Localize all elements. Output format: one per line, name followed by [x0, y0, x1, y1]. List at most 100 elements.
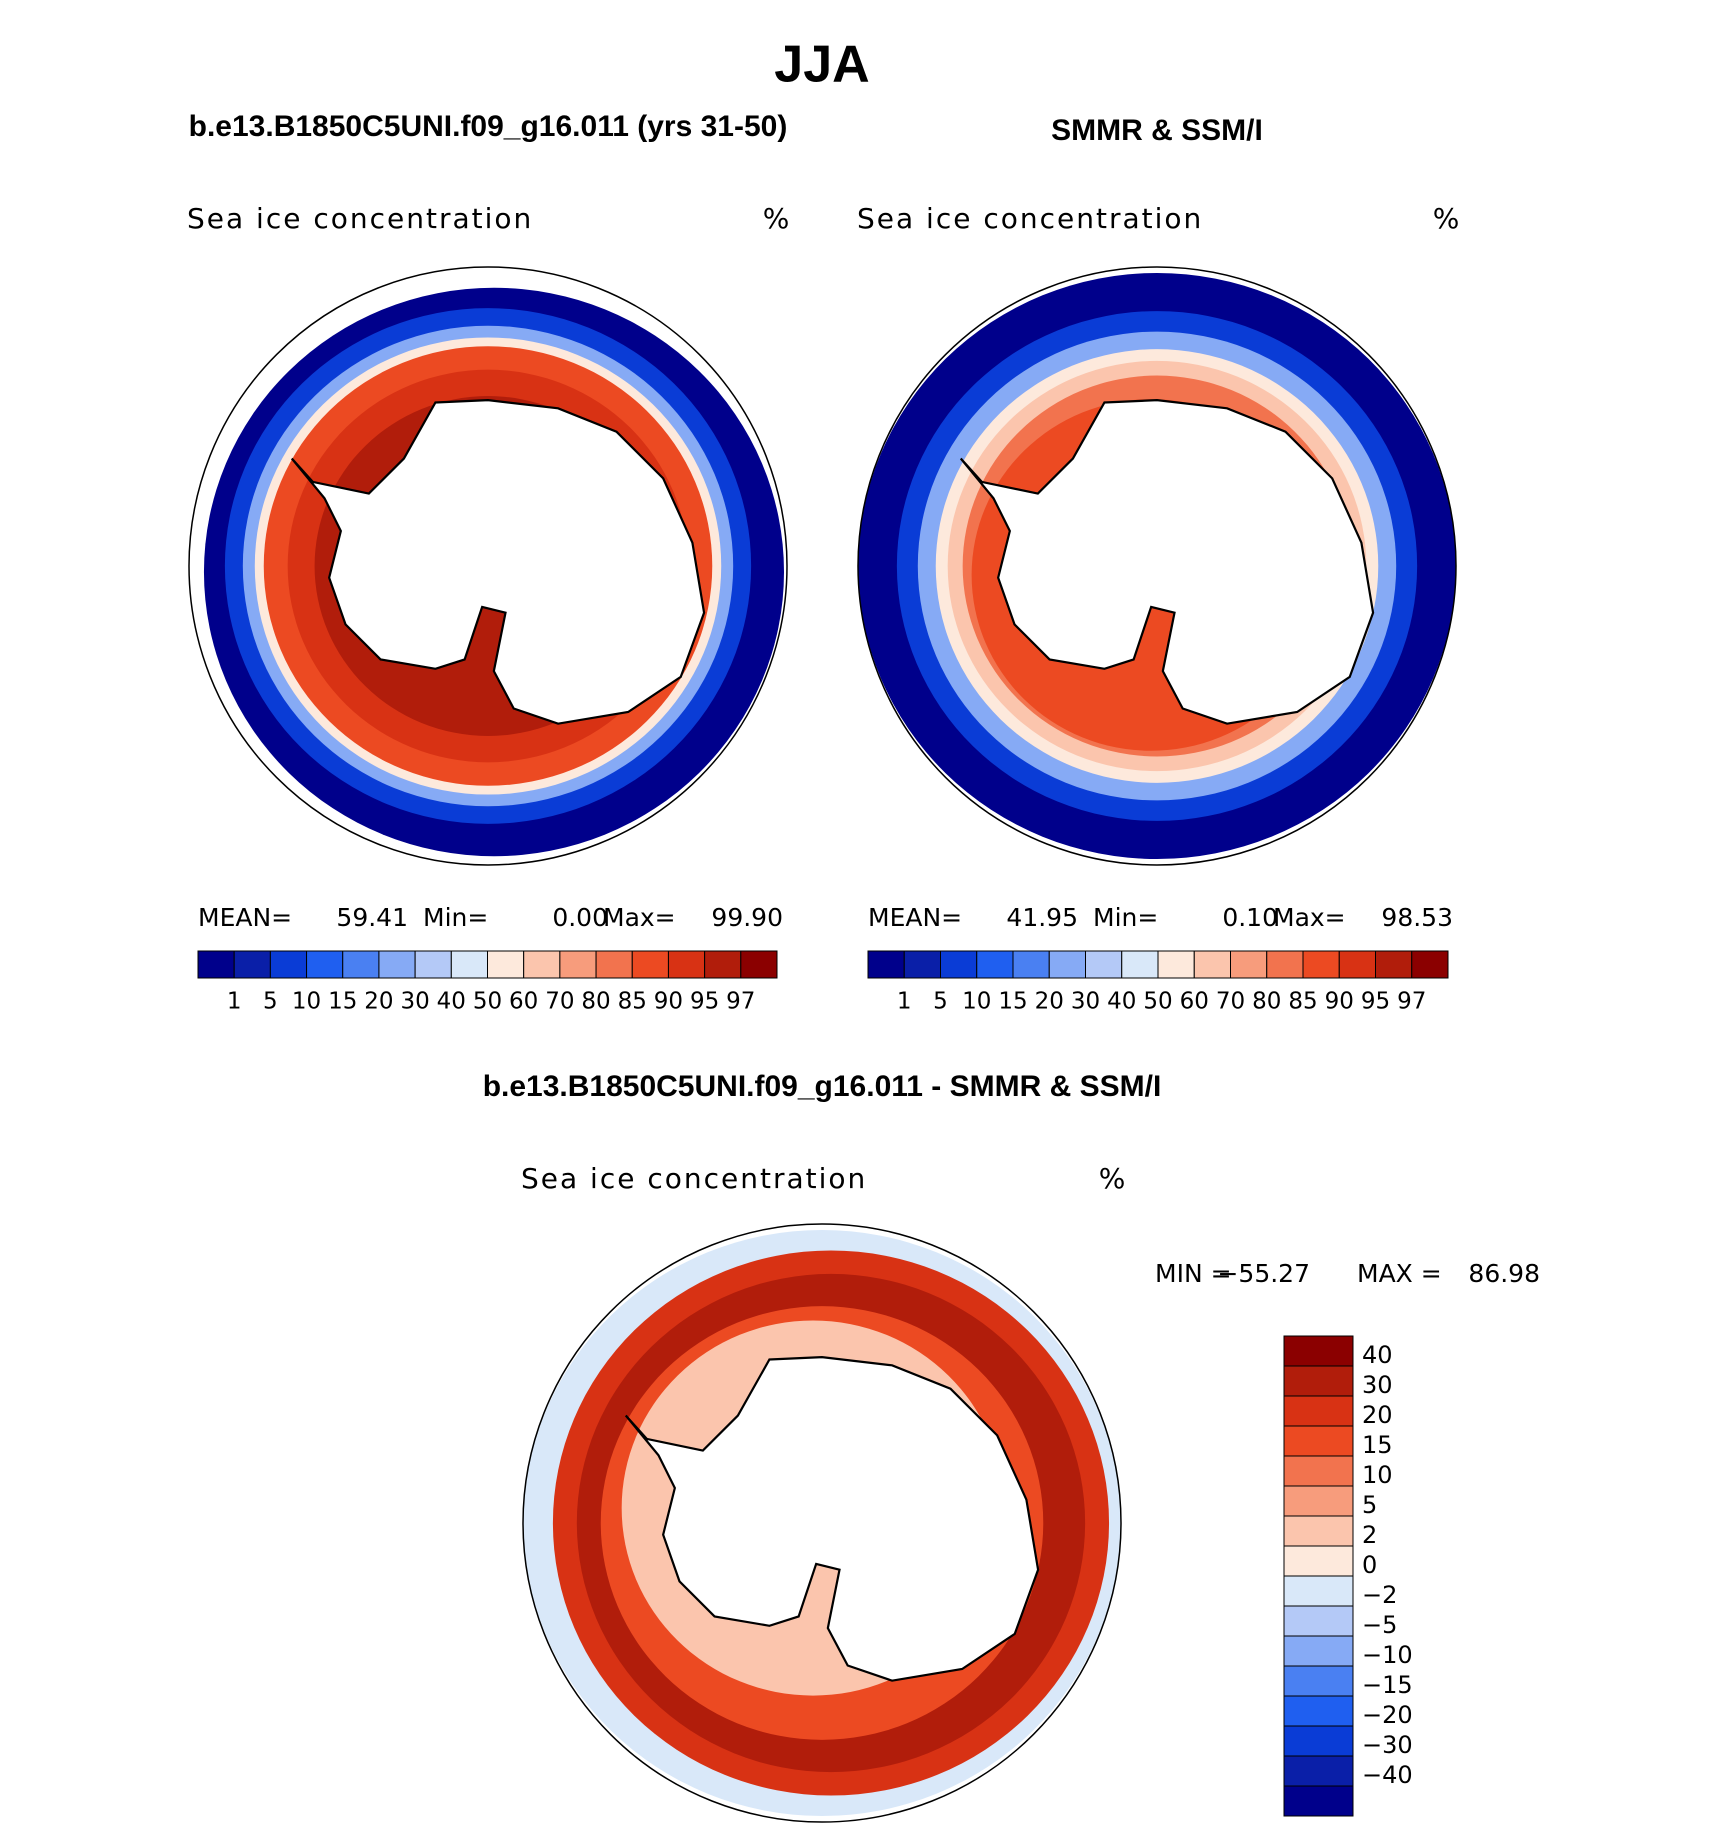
colorbar-box — [1283, 1365, 1354, 1397]
colorbar-box — [1266, 950, 1304, 979]
colorbar-label: 80 — [1252, 989, 1281, 1015]
colorbar-box — [704, 950, 742, 979]
subtitle: b.e13.B1850C5UNI.f09_g16.011 - SMMR & SS… — [483, 1070, 1162, 1103]
colorbar-box — [1283, 1695, 1354, 1727]
colorbar-label: 5 — [263, 989, 278, 1015]
colorbar-label: 60 — [1180, 989, 1209, 1015]
colorbar-box — [559, 950, 597, 979]
colorbar-box — [1193, 950, 1231, 979]
colorbar-label: 30 — [1362, 1371, 1393, 1399]
map — [523, 1224, 1121, 1822]
colorbar-box — [342, 950, 380, 979]
colorbar-label: 70 — [545, 989, 574, 1015]
colorbar-label: 10 — [292, 989, 321, 1015]
colorbar-label: 20 — [1035, 989, 1064, 1015]
colorbar-label: 50 — [473, 989, 502, 1015]
colorbar-box — [1085, 950, 1123, 979]
map — [858, 267, 1456, 865]
stat: 99.90 — [711, 903, 783, 932]
colorbar-label: 70 — [1216, 989, 1245, 1015]
stat: 0.00 — [552, 903, 608, 932]
stat: 0.10 — [1222, 903, 1278, 932]
colorbar-box — [631, 950, 669, 979]
stat: Min= — [1093, 903, 1158, 932]
colorbar-box — [306, 950, 344, 979]
colorbar-box — [1283, 1545, 1354, 1577]
colorbar-box — [1283, 1425, 1354, 1457]
colorbar-box — [269, 950, 308, 979]
colorbar-box — [1283, 1335, 1354, 1367]
map — [189, 267, 787, 865]
colorbar-label: −30 — [1362, 1731, 1413, 1759]
colorbar-box — [487, 950, 525, 979]
colorbar-label: 20 — [364, 989, 393, 1015]
unit: % — [1099, 1162, 1126, 1195]
colorbar-label: 40 — [1362, 1341, 1393, 1369]
colorbar-label: 15 — [1362, 1431, 1393, 1459]
colorbar-label: 1 — [897, 989, 912, 1015]
colorbar-label: 85 — [618, 989, 647, 1015]
colorbar-label: −5 — [1362, 1611, 1397, 1639]
title: JJA — [774, 36, 869, 94]
colorbar-box — [1338, 950, 1376, 979]
map-border — [857, 266, 1457, 866]
colorbar-box — [667, 950, 706, 979]
colorbar-label: 5 — [933, 989, 948, 1015]
stat: −55.27 — [1217, 1259, 1310, 1288]
unit: % — [1433, 202, 1460, 235]
colorbar-box — [940, 950, 978, 979]
stat: MEAN= — [198, 903, 292, 932]
colorbar-label: −2 — [1362, 1581, 1397, 1609]
colorbar-label: 1 — [227, 989, 242, 1015]
colorbar-label: 40 — [1107, 989, 1136, 1015]
colorbar-label: −10 — [1362, 1641, 1413, 1669]
stat: Max= — [603, 903, 676, 932]
colorbar-label: −20 — [1362, 1701, 1413, 1729]
colorbar-box — [1283, 1665, 1354, 1697]
field-label: Sea ice concentration — [857, 202, 1203, 235]
stat: 86.98 — [1468, 1259, 1540, 1288]
colorbar-label: 60 — [509, 989, 538, 1015]
map-border — [522, 1223, 1122, 1823]
colorbar-label: 30 — [1071, 989, 1100, 1015]
colorbar-label: 97 — [726, 989, 755, 1015]
colorbar-label: −15 — [1362, 1671, 1413, 1699]
colorbar-label: 90 — [654, 989, 683, 1015]
stat: Min= — [423, 903, 488, 932]
colorbar-label: 2 — [1362, 1521, 1377, 1549]
field-label: Sea ice concentration — [521, 1162, 867, 1195]
stat: MIN = — [1155, 1259, 1232, 1288]
unit: % — [763, 202, 790, 235]
colorbar-label: 10 — [962, 989, 991, 1015]
colorbar-box — [1048, 950, 1086, 979]
colorbar-box — [1283, 1575, 1354, 1607]
colorbar-box — [740, 950, 778, 979]
stat: 59.41 — [336, 903, 408, 932]
colorbar-label: 5 — [1362, 1491, 1377, 1519]
subtitle: b.e13.B1850C5UNI.f09_g16.011 (yrs 31-50) — [189, 110, 788, 143]
colorbar-box — [1283, 1455, 1354, 1487]
stat: MEAN= — [868, 903, 962, 932]
colorbar-box — [1283, 1485, 1354, 1517]
colorbar-box — [1375, 950, 1413, 979]
colorbar-box — [1283, 1395, 1354, 1427]
stat: MAX = — [1357, 1259, 1442, 1288]
colorbar-box — [1283, 1515, 1354, 1547]
colorbar-label: 40 — [437, 989, 466, 1015]
colorbar-box — [233, 950, 271, 979]
colorbar-box — [1283, 1755, 1354, 1787]
colorbar-label: 50 — [1143, 989, 1172, 1015]
colorbar-label: 95 — [1361, 989, 1390, 1015]
colorbar-box — [414, 950, 452, 979]
colorbar-box — [1283, 1725, 1354, 1757]
colorbar-box — [1012, 950, 1050, 979]
colorbar-label: 10 — [1362, 1461, 1393, 1489]
colorbar-box — [595, 950, 633, 979]
map-border — [188, 266, 788, 866]
colorbar-box — [1121, 950, 1159, 979]
colorbar-label: 95 — [690, 989, 719, 1015]
colorbar-box — [903, 950, 941, 979]
colorbar-box — [1230, 950, 1268, 979]
field-label: Sea ice concentration — [187, 202, 533, 235]
